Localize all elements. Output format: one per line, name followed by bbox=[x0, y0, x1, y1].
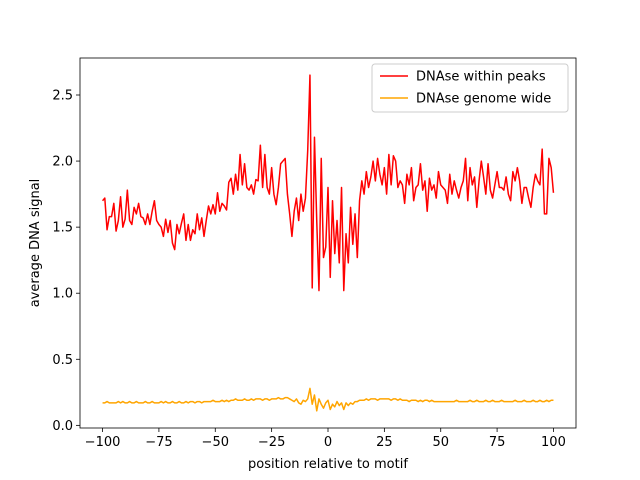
x-tick-label: 0 bbox=[324, 435, 332, 450]
line-series bbox=[102, 387, 554, 412]
x-tick-label: −75 bbox=[145, 435, 172, 450]
legend-label: DNAse within peaks bbox=[416, 70, 546, 85]
x-tick-label: 25 bbox=[376, 435, 393, 450]
x-axis-label: position relative to motif bbox=[248, 457, 408, 472]
plot-frame bbox=[79, 57, 577, 429]
y-tick-label: 0.5 bbox=[52, 353, 73, 368]
y-tick-label: 2.5 bbox=[52, 89, 73, 104]
x-tick-label: 50 bbox=[432, 435, 449, 450]
x-tick-label: −100 bbox=[85, 435, 121, 450]
y-tick-label: 1.0 bbox=[52, 287, 73, 302]
y-tick-label: 1.5 bbox=[52, 221, 73, 236]
x-tick-label: −25 bbox=[258, 435, 285, 450]
y-tick-label: 0.0 bbox=[52, 419, 73, 434]
x-tick-label: −50 bbox=[202, 435, 229, 450]
x-tick-label: 75 bbox=[489, 435, 506, 450]
line-series bbox=[101, 74, 555, 292]
legend-label: DNAse genome wide bbox=[416, 92, 551, 107]
x-tick-label: 100 bbox=[541, 435, 566, 450]
y-tick-label: 2.0 bbox=[52, 155, 73, 170]
legend-box bbox=[371, 63, 569, 113]
y-axis-label: average DNA signal bbox=[28, 179, 43, 308]
